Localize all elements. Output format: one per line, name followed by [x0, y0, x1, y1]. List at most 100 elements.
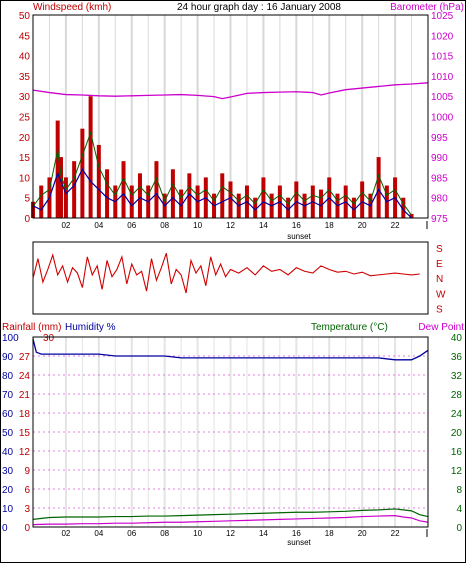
wind-direction-label: N — [436, 274, 443, 285]
barometer-tick: 980 — [431, 194, 448, 205]
x-tick-label: 08 — [160, 529, 169, 538]
gust-bar — [360, 181, 365, 218]
temperature-label: Temperature (°C) — [311, 322, 388, 333]
rainfall-tick: 30 — [43, 333, 55, 344]
windspeed-tick: 20 — [19, 133, 31, 144]
x-tick-label: 22 — [391, 529, 400, 538]
wind-direction-label: S — [436, 304, 443, 315]
gust-bar — [55, 120, 60, 218]
windspeed-tick: 0 — [24, 214, 30, 225]
wind-direction-label: E — [436, 259, 443, 270]
rainfall-tick: 12 — [19, 447, 31, 458]
x-tick-label: 20 — [358, 529, 367, 538]
gust-bar — [63, 177, 68, 218]
barometer-tick: 1005 — [431, 92, 454, 103]
windspeed-tick: 35 — [19, 72, 31, 83]
rainfall-tick: 0 — [24, 523, 30, 534]
wind-plot-frame — [32, 14, 429, 219]
gust-bar — [294, 181, 299, 218]
x-tick-label: 22 — [391, 221, 400, 230]
barometer-axis: 975 980 985 990 995 1000 1005 1010 1015 1020 1025 — [431, 11, 454, 225]
gust-bar — [220, 173, 225, 218]
barometer-tick: 1020 — [431, 31, 454, 42]
windspeed-tick: 5 — [24, 194, 30, 205]
temperature-tick: 28 — [451, 390, 463, 401]
climate-x-ticks: 02 04 06 08 10 12 14 16 18 20 22 — [61, 529, 428, 538]
x-tick-label: 06 — [127, 529, 136, 538]
climate-grid — [33, 337, 428, 527]
sunset-label: sunset — [287, 232, 311, 241]
rainfall-label: Rainfall (mm) — [2, 322, 61, 333]
x-tick-label: 10 — [193, 529, 202, 538]
x-tick-label: 06 — [127, 221, 136, 230]
wind-direction-line — [32, 253, 420, 294]
humidity-tick: 20 — [2, 485, 14, 496]
x-tick-label: 02 — [61, 529, 70, 538]
humidity-tick: 90 — [2, 352, 14, 363]
rainfall-tick: 15 — [19, 428, 31, 439]
gust-bar — [58, 157, 63, 218]
temperature-tick: 36 — [451, 352, 463, 363]
gust-bar — [286, 197, 291, 218]
humidity-tick: 40 — [2, 447, 14, 458]
barometer-tick: 1025 — [431, 11, 454, 22]
rainfall-tick: 6 — [24, 485, 30, 496]
barometer-line — [32, 82, 429, 100]
x-tick-label: 12 — [226, 529, 235, 538]
windspeed-tick: 40 — [19, 52, 31, 63]
wind-direction-label: S — [436, 244, 443, 255]
gust-bar — [88, 96, 93, 218]
gust-bar — [129, 185, 134, 218]
wind-plot — [31, 82, 429, 219]
rainfall-tick: 21 — [19, 390, 31, 401]
gust-bar — [319, 189, 324, 218]
x-tick-label: 04 — [94, 529, 103, 538]
rainfall-tick: 27 — [19, 352, 31, 363]
x-tick-label: 10 — [193, 221, 202, 230]
gust-bar — [409, 213, 414, 218]
x-tick-label: 14 — [259, 221, 268, 230]
x-tick-label: 02 — [61, 221, 70, 230]
x-tick-label: 04 — [94, 221, 103, 230]
x-tick-label: 20 — [358, 221, 367, 230]
rainfall-tick: 24 — [19, 371, 31, 382]
humidity-axis: 0 10 20 30 40 50 60 70 80 90 100 — [2, 333, 19, 534]
windspeed-tick: 45 — [19, 31, 31, 42]
temperature-tick: 24 — [451, 409, 463, 420]
humidity-tick: 80 — [2, 371, 14, 382]
rainfall-tick: 9 — [24, 466, 30, 477]
gust-bar — [253, 197, 258, 218]
barometer-tick: 985 — [431, 173, 448, 184]
x-tick-label: 14 — [259, 529, 268, 538]
x-tick-label: 16 — [292, 221, 301, 230]
gust-bar — [121, 161, 126, 218]
gust-bar — [401, 197, 406, 218]
barometer-tick: 1015 — [431, 52, 454, 63]
wind-direction-label: W — [436, 289, 446, 300]
humidity-tick: 10 — [2, 504, 14, 515]
x-tick-label: 08 — [160, 221, 169, 230]
temperature-tick: 8 — [456, 485, 462, 496]
temperature-tick: 32 — [451, 371, 463, 382]
windspeed-axis: 0 5 10 15 20 25 30 35 40 45 50 — [19, 11, 31, 225]
wind-x-ticks: 02 04 06 08 10 12 14 16 18 20 22 — [61, 221, 428, 230]
gust-bar — [105, 169, 110, 218]
humidity-tick: 30 — [2, 466, 14, 477]
humidity-tick: 50 — [2, 428, 14, 439]
wind-speed-line — [32, 131, 412, 216]
barometer-tick: 995 — [431, 133, 448, 144]
x-tick-label: 12 — [226, 221, 235, 230]
windspeed-label: Windspeed (kmh) — [33, 2, 111, 13]
x-tick-label: 16 — [292, 529, 301, 538]
gust-bar — [376, 157, 381, 218]
rainfall-tick: 18 — [19, 409, 31, 420]
temperature-tick: 16 — [451, 447, 463, 458]
temperature-axis: 0 4 8 12 16 20 24 28 32 36 40 — [451, 333, 463, 534]
windspeed-tick: 10 — [19, 173, 31, 184]
humidity-tick: 70 — [2, 390, 14, 401]
climate-plot-frame — [32, 336, 429, 528]
temperature-line — [32, 508, 429, 520]
